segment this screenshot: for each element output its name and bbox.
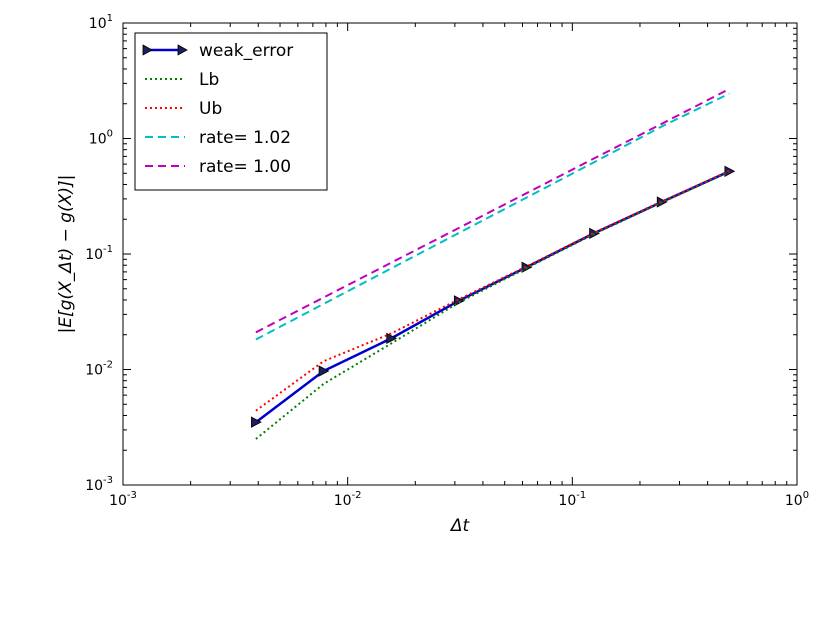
data-point-0-5 [589, 227, 600, 239]
y-tick-label-2: 10-1 [85, 244, 113, 263]
y-axis-label: |E[g(X_Δt) − g(X)]| [56, 175, 76, 334]
data-point-0-1 [318, 365, 330, 377]
legend-label-3: rate= 1.02 [199, 128, 291, 148]
data-point-0-2 [386, 332, 398, 345]
legend-label-4: rate= 1.00 [199, 157, 291, 177]
data-point-0-0 [251, 416, 262, 428]
x-tick-label-1: 10-2 [334, 490, 362, 509]
legend-label-2: Ub [199, 99, 222, 119]
y-tick-label-4: 101 [89, 13, 113, 32]
series-line-1 [255, 170, 730, 440]
legend-label-1: Lb [199, 70, 219, 90]
x-tick-label-2: 10-1 [558, 490, 586, 509]
y-tick-label-1: 10-2 [85, 360, 113, 379]
y-tick-label-3: 100 [89, 129, 113, 148]
y-tick-label-0: 10-3 [85, 475, 113, 494]
series-line-3 [255, 92, 730, 341]
legend-box [134, 32, 328, 191]
x-axis-label: Δt [449, 516, 471, 536]
data-point-0-7 [724, 165, 736, 177]
x-tick-label-0: 10-3 [109, 490, 137, 509]
legend-marker-0 [142, 44, 153, 56]
legend-label-0: weak_error [199, 41, 293, 61]
legend-marker-0 [177, 44, 188, 56]
series-layer [251, 88, 736, 440]
series-line-2 [255, 169, 730, 412]
legend: weak_error Lb Ub rate= 1.02 rate= 1.00 [134, 32, 328, 191]
x-tick-label-3: 100 [785, 490, 809, 509]
series-line-4 [255, 88, 730, 334]
plot-frame [122, 22, 798, 486]
data-point-0-3 [453, 295, 465, 307]
